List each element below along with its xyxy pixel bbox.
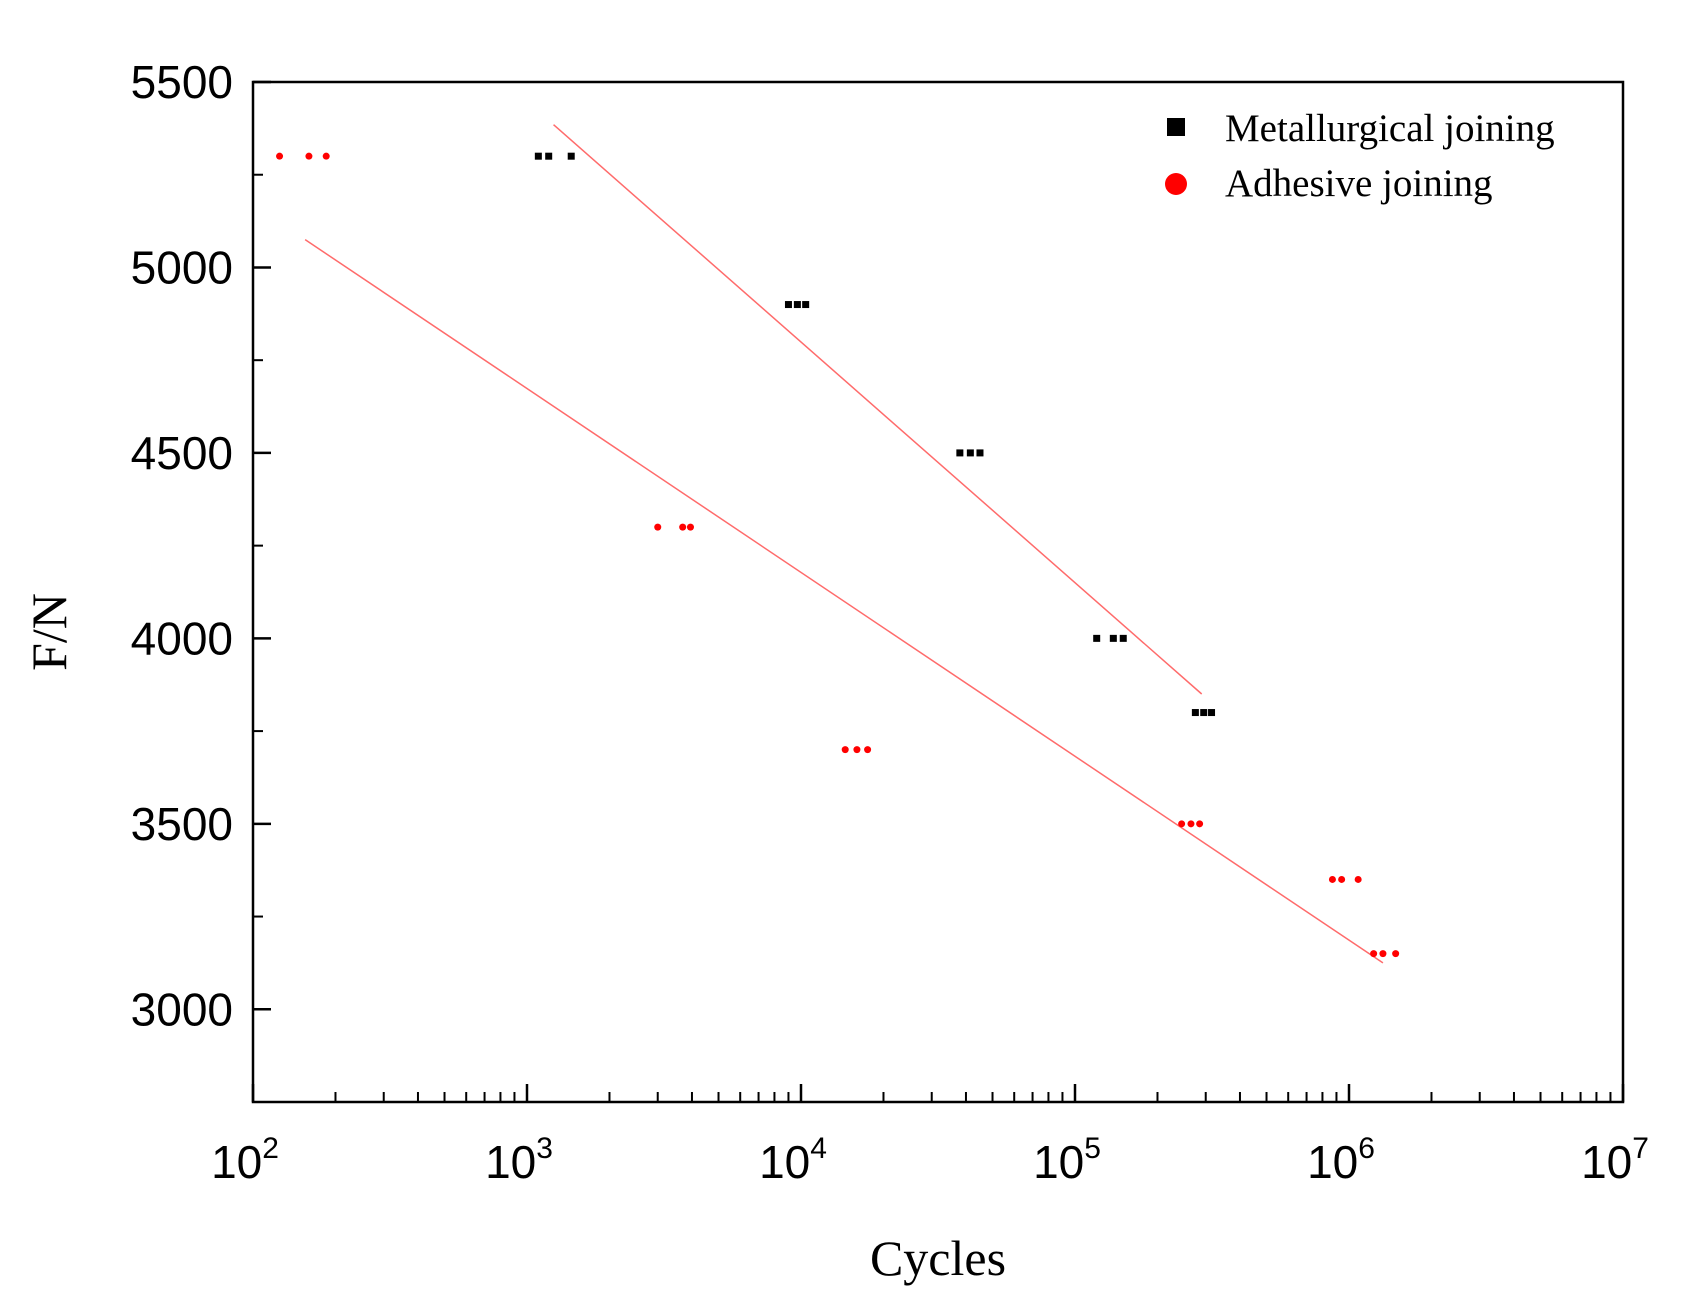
x-tick-label: 105 (1033, 1132, 1101, 1188)
data-point (793, 301, 801, 309)
y-tick-label: 5500 (131, 56, 233, 108)
data-points (276, 152, 1400, 958)
y-axis-title: F/N (21, 593, 77, 671)
fit-lines (304, 124, 1384, 964)
data-point (864, 746, 872, 754)
data-point (841, 746, 849, 754)
data-point (1354, 875, 1362, 883)
data-point (322, 152, 330, 160)
fit-line (553, 124, 1203, 695)
y-tick-label: 4500 (131, 427, 233, 479)
x-tick-label: 107 (1581, 1132, 1649, 1188)
data-point (853, 746, 861, 754)
data-point (679, 523, 687, 531)
fit-line (304, 239, 1384, 964)
y-tick-label: 3000 (131, 983, 233, 1035)
data-point (1392, 950, 1400, 958)
data-point (567, 152, 575, 160)
data-point (1196, 820, 1204, 828)
data-point (966, 449, 974, 457)
data-point (1379, 950, 1387, 958)
data-point (545, 152, 553, 160)
x-axis-title: Cycles (870, 1230, 1006, 1286)
y-tick-label: 4000 (131, 612, 233, 664)
plot-area (251, 80, 1625, 1104)
legend-label-metallurgical: Metallurgical joining (1225, 107, 1555, 150)
data-point (1093, 634, 1101, 642)
data-point (1338, 875, 1346, 883)
legend-marker-metallurgical (1167, 118, 1185, 136)
data-point (534, 152, 542, 160)
data-point (1119, 634, 1127, 642)
data-point (976, 449, 984, 457)
x-tick-label: 102 (211, 1132, 279, 1188)
data-point (784, 301, 792, 309)
y-axis-ticks: 3000 3500 4000 4500 5000 5500 (131, 56, 271, 1103)
data-point (1178, 820, 1186, 828)
x-tick-label: 103 (485, 1132, 553, 1188)
data-point (276, 152, 284, 160)
x-tick-label: 106 (1307, 1132, 1375, 1188)
data-point (1191, 709, 1199, 717)
data-point (802, 301, 810, 309)
legend-marker-adhesive (1165, 173, 1187, 195)
data-point (1370, 950, 1378, 958)
data-point (1109, 634, 1117, 642)
data-point (654, 523, 662, 531)
data-point (1200, 709, 1208, 717)
x-tick-label: 104 (759, 1132, 827, 1188)
data-point (305, 152, 313, 160)
y-tick-label: 5000 (131, 241, 233, 293)
data-point (1328, 875, 1336, 883)
data-point (1187, 820, 1195, 828)
data-point (956, 449, 964, 457)
legend-label-adhesive: Adhesive joining (1225, 162, 1493, 205)
x-axis-ticks: 102 103 104 105 106 107 (211, 1084, 1649, 1188)
legend: Metallurgical joining Adhesive joining (1165, 107, 1555, 205)
data-point (1208, 709, 1216, 717)
y-tick-label: 3500 (131, 798, 233, 850)
data-point (686, 523, 694, 531)
